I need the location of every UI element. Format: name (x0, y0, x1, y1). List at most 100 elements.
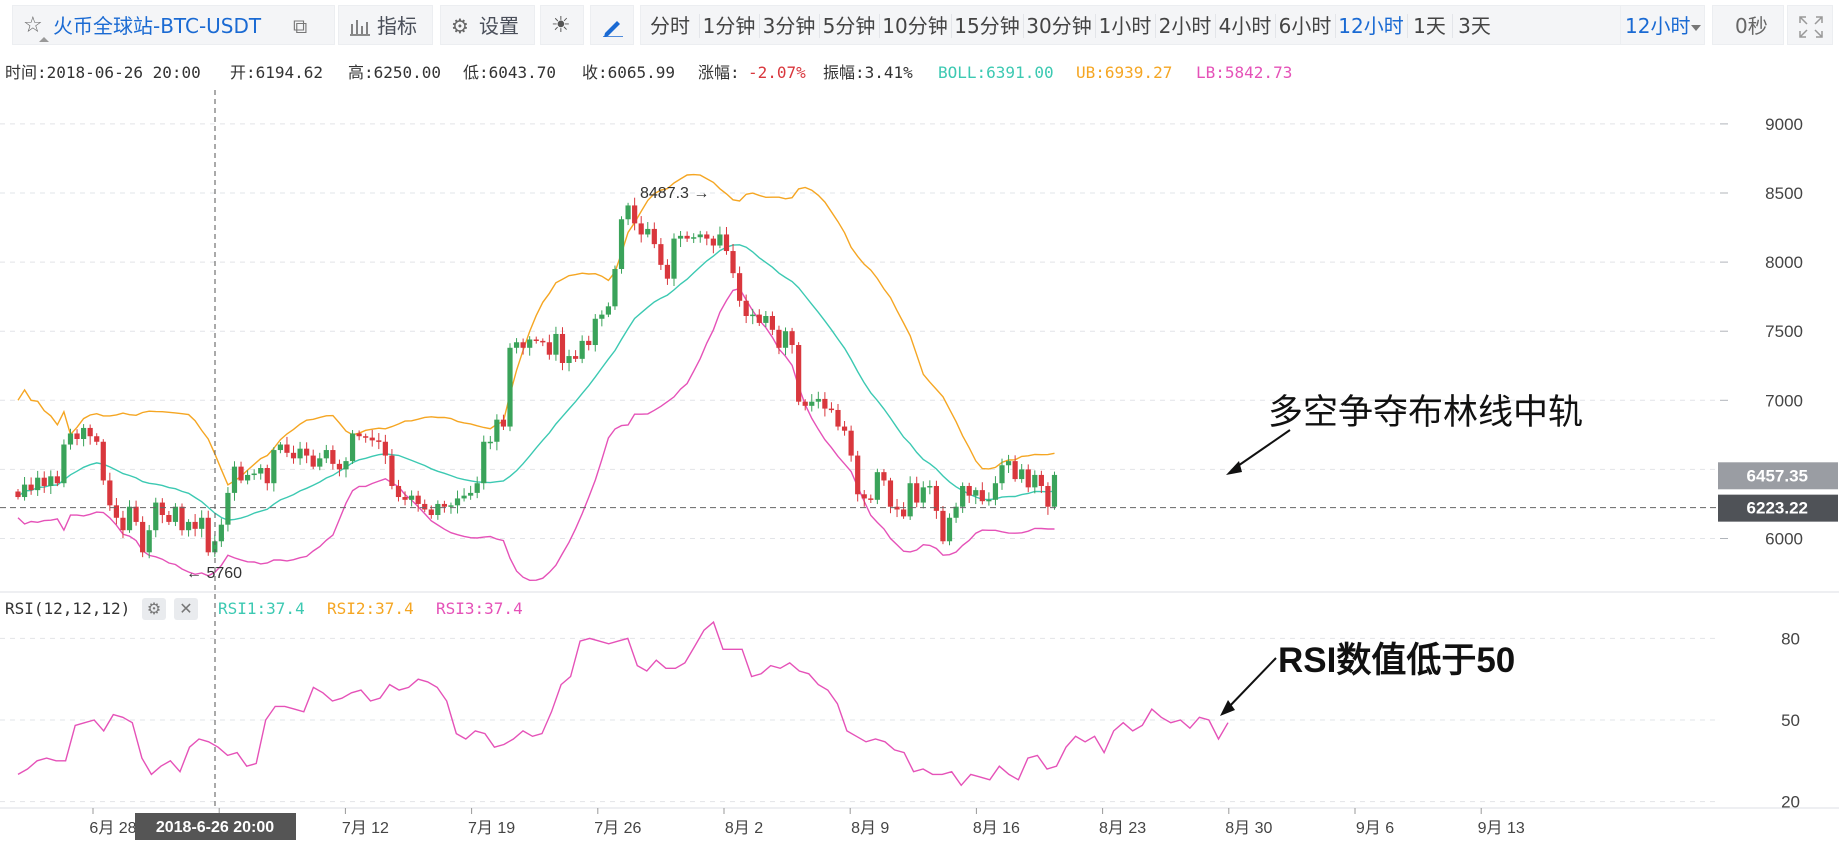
candle-body (330, 450, 336, 464)
price-tick-label: 8500 (1765, 184, 1803, 203)
interval-button-1[interactable]: 1分钟 (702, 14, 756, 38)
interval-button-9[interactable]: 4小时 (1218, 14, 1272, 38)
indicator-button[interactable]: 指标 (338, 5, 433, 45)
info-amplitude: 振幅:3.41% (823, 63, 913, 82)
interval-button-7[interactable]: 1小时 (1098, 14, 1152, 38)
interval-button-4[interactable]: 10分钟 (882, 14, 948, 38)
rsi-close-icon[interactable]: ✕ (174, 598, 198, 620)
candle-body (212, 541, 218, 553)
candle-body (966, 485, 972, 496)
candle-body (822, 398, 828, 409)
time-tick-label: 8月 2 (725, 820, 763, 837)
star-icon[interactable]: ☆ (23, 13, 43, 38)
price-tick-label: 7500 (1765, 322, 1803, 341)
candle-body (238, 466, 244, 481)
candle-body (907, 483, 913, 517)
candle-body (126, 506, 133, 531)
theme-toggle-button[interactable]: ☀ (540, 5, 584, 45)
time-tick-label: 7月 5 (220, 820, 258, 837)
interval-separator (951, 14, 952, 38)
candle-body (264, 468, 270, 484)
interval-button-2[interactable]: 3分钟 (762, 14, 816, 38)
candle-body (776, 329, 782, 348)
rsi1-legend: RSI1:37.4 (218, 599, 305, 618)
candle-body (369, 437, 375, 441)
candle-body (41, 477, 47, 486)
interval-button-6[interactable]: 30分钟 (1026, 14, 1092, 38)
candle-body (946, 517, 953, 542)
draw-tool-button[interactable] (590, 5, 634, 45)
toolbar: ☆ 火币全球站-BTC-USDT ⧉ 指标 ⚙ 设置 ☀ 分时 1分钟 3分钟 5分钟… (0, 0, 1839, 52)
candle-body (179, 506, 185, 531)
info-time: 时间:2018-06-26 20:00 (5, 63, 201, 82)
candle-body (35, 477, 41, 491)
interval-separator (699, 14, 700, 38)
fullscreen-button[interactable] (1787, 5, 1833, 45)
candle-body (343, 461, 349, 470)
candle-body (185, 521, 192, 531)
candle-body (225, 492, 231, 525)
candle-body (15, 491, 21, 498)
candle-body (395, 485, 402, 498)
rsi-settings-icon[interactable]: ⚙ (142, 598, 166, 620)
candle-body (441, 503, 447, 507)
grid (0, 123, 1839, 809)
interval-button-8[interactable]: 2小时 (1158, 14, 1212, 38)
candle-body (868, 498, 874, 500)
symbol-selector[interactable]: ☆ 火币全球站-BTC-USDT ⧉ (12, 5, 335, 45)
settings-button[interactable]: ⚙ 设置 (440, 5, 535, 45)
interval-button-0[interactable]: 分时 (650, 14, 690, 38)
candle-body (992, 483, 999, 500)
interval-button-12[interactable]: 1天 (1413, 14, 1446, 38)
candle-body (100, 441, 106, 481)
candle-body (356, 433, 362, 437)
candle-body (422, 503, 428, 510)
candle-body (428, 509, 434, 516)
candle-body (481, 441, 487, 484)
interval-button-3[interactable]: 5分钟 (822, 14, 876, 38)
candle-body (579, 340, 585, 359)
interval-button-10[interactable]: 6小时 (1278, 14, 1332, 38)
interval-separator (1335, 14, 1336, 38)
candle-body (61, 444, 67, 484)
candle-body (1045, 485, 1051, 507)
interval-separator (1452, 14, 1453, 38)
interval-button-11[interactable]: 12小时 (1338, 14, 1404, 38)
candle-body (927, 485, 933, 488)
candle-body (1005, 461, 1012, 466)
candle-body (415, 495, 421, 504)
candle-body (1012, 461, 1018, 480)
candle-body (632, 205, 638, 224)
time-tick-label: 8月 16 (973, 820, 1020, 837)
candle-body (573, 356, 579, 359)
interval-separator (1155, 14, 1156, 38)
candle-body (67, 433, 74, 445)
candle-body (120, 517, 126, 531)
candle-body (363, 436, 369, 438)
candle-body (625, 205, 631, 220)
candle-body (323, 450, 329, 459)
candle-body (520, 342, 526, 348)
interval-button-13[interactable]: 3天 (1458, 14, 1491, 38)
info-change-value: -2.07% (748, 63, 806, 82)
candle-body (290, 452, 297, 459)
low-marker-label: ← 5760 (186, 565, 242, 582)
candle-body (704, 234, 710, 239)
candle-body (717, 234, 723, 246)
candle-body (500, 419, 507, 427)
interval-button-5[interactable]: 15分钟 (954, 14, 1020, 38)
time-tick-label: 9月 13 (1478, 820, 1525, 837)
candle-body (559, 333, 566, 363)
candle-body (494, 419, 500, 442)
candle-body (723, 234, 730, 252)
popout-icon[interactable]: ⧉ (293, 14, 308, 38)
candle-body (920, 487, 926, 503)
candle-body (474, 483, 480, 493)
info-low: 低:6043.70 (463, 63, 557, 82)
candle-body (999, 465, 1005, 484)
candle-body (1019, 469, 1025, 480)
interval-dropdown[interactable]: 12小时 (1620, 5, 1705, 45)
candle-body (769, 315, 775, 330)
rsi-arrowhead (1220, 700, 1235, 716)
candle-body (533, 339, 539, 341)
